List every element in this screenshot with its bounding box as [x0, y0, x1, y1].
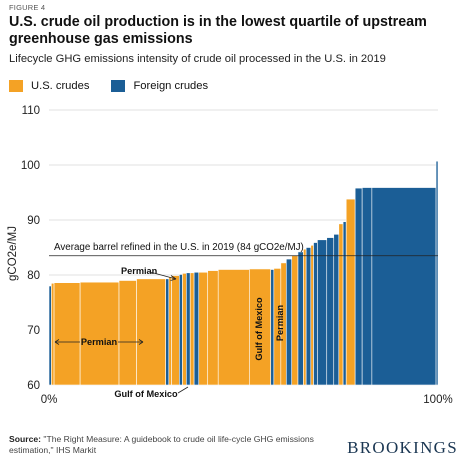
bar-us [303, 248, 307, 386]
legend: U.S. crudes Foreign crudes [9, 78, 230, 94]
bar-us [118, 280, 137, 386]
bar-us [345, 198, 356, 386]
brand-logo: BROOKINGS [347, 438, 458, 457]
bar-foreign [361, 187, 373, 386]
source-label: Source: [9, 434, 41, 444]
bar-foreign [193, 271, 200, 386]
bar-foreign [342, 221, 347, 386]
y-tick-label: 80 [27, 270, 40, 282]
annotation-gulf-vertical: Gulf of Mexico [254, 297, 264, 361]
bar-foreign [165, 278, 170, 386]
legend-swatch-foreign [111, 80, 126, 92]
chart-subtitle: Lifecycle GHG emissions intensity of cru… [9, 53, 386, 65]
bar-us [182, 273, 187, 386]
bar-foreign [317, 239, 328, 386]
annotation-arrow [149, 271, 177, 280]
y-tick-label: 60 [27, 380, 40, 392]
annotation-permian-left: Permian [81, 337, 118, 347]
bar-foreign [179, 274, 183, 386]
legend-label-foreign: Foreign crudes [133, 80, 209, 92]
bar-foreign [297, 251, 304, 386]
bar-us [189, 272, 195, 386]
average-line-label: Average barrel refined in the U.S. in 20… [54, 242, 304, 253]
annotation-arrowhead [170, 275, 177, 281]
bar-foreign [48, 285, 52, 386]
bar-us [291, 255, 299, 386]
bar-us [207, 270, 219, 386]
annotation-gulf-bottom: Gulf of Mexico [114, 389, 178, 399]
bar-us [310, 245, 314, 386]
annotation-permian-vertical: Permian [275, 304, 285, 341]
bar-foreign [326, 237, 335, 386]
y-tick-label: 70 [27, 325, 40, 337]
source-note: Source: "The Right Measure: A guidebook … [9, 434, 349, 456]
y-tick-label: 90 [27, 215, 40, 227]
bar-foreign [305, 247, 312, 386]
bar-us [51, 282, 55, 386]
bar-foreign [270, 269, 275, 386]
source-text: "The Right Measure: A guidebook to crude… [9, 434, 314, 455]
bar-us [217, 269, 250, 386]
annotation-permian-top: Permian [121, 266, 158, 276]
bar-foreign [313, 242, 318, 386]
chart-title: U.S. crude oil production is in the lowe… [9, 14, 427, 47]
bar-us [338, 223, 344, 386]
bar-foreign [354, 187, 363, 386]
bar-us [136, 278, 166, 386]
bar-us [171, 275, 180, 386]
legend-item-foreign: Foreign crudes [111, 80, 208, 92]
bar-foreign [371, 187, 437, 386]
y-tick-label: 100 [21, 160, 40, 172]
bar-foreign [285, 258, 293, 386]
y-tick-label: 110 [22, 105, 40, 117]
bar-us [168, 276, 172, 386]
bar-foreign [333, 234, 340, 386]
annotation-arrow [177, 386, 189, 394]
legend-label-us: U.S. crudes [31, 80, 90, 92]
figure-label: FIGURE 4 [9, 3, 46, 12]
bar-us [198, 271, 209, 386]
bar-us [53, 282, 81, 386]
bar-foreign [435, 160, 439, 386]
bar-us [79, 281, 120, 386]
legend-item-us: U.S. crudes [9, 80, 89, 92]
annotation-arrowhead [54, 339, 144, 345]
y-axis-title: gCO2e/MJ [7, 226, 19, 281]
x-tick-label: 100% [423, 394, 452, 406]
x-tick-label: 0% [41, 394, 58, 406]
legend-swatch-us [9, 80, 23, 92]
bar-foreign [186, 272, 191, 386]
